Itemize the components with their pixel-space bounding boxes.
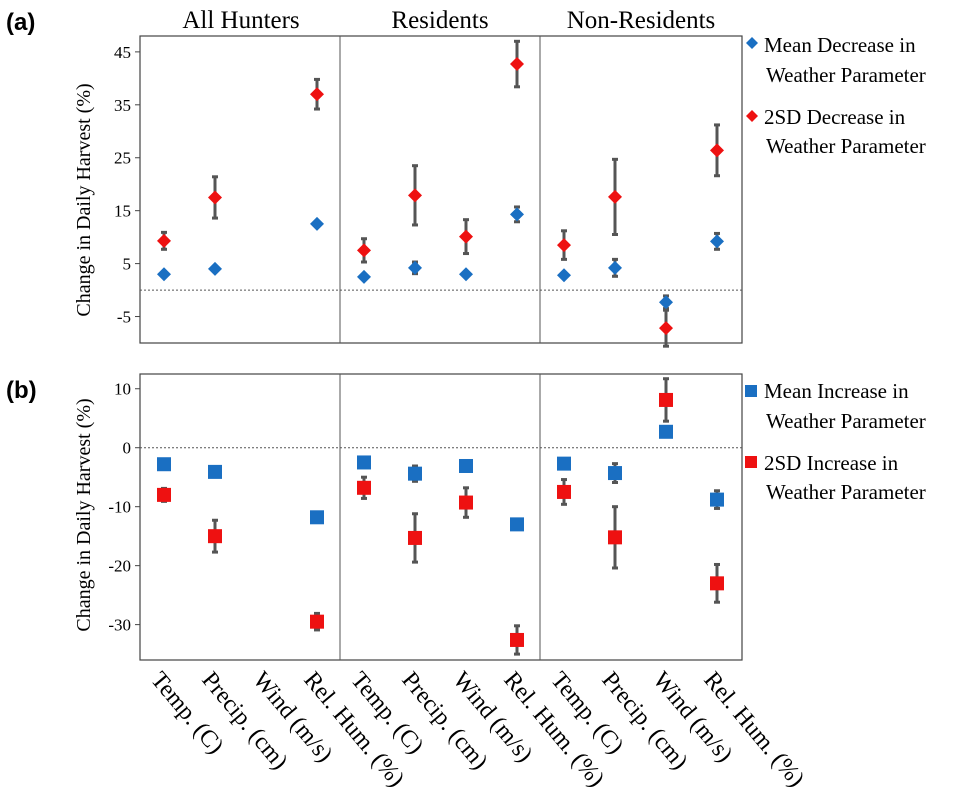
legend-b-2sd-square-marker — [745, 456, 757, 468]
y-axis-label-a: Change in Daily Harvest (%) — [73, 83, 95, 316]
legend-a-2sd-line2: Weather Parameter — [766, 134, 926, 158]
mean-point-marker — [310, 216, 324, 231]
legend-a: Mean Decrease in Weather Parameter 2SD D… — [746, 33, 926, 158]
mean-point-marker — [408, 466, 422, 481]
y-tick-label: 35 — [114, 96, 131, 115]
mean-point-marker — [157, 267, 171, 282]
legend-a-mean-diamond-marker — [746, 37, 758, 49]
two-sd-point-marker — [510, 57, 524, 72]
mean-point-marker — [659, 295, 673, 310]
y-axis-label-b: Change in Daily Harvest (%) — [73, 398, 95, 631]
two-sd-point-marker — [710, 143, 724, 158]
two-sd-point-marker — [608, 189, 622, 204]
legend-a-mean-line1: Mean Decrease in — [764, 33, 916, 57]
two-sd-point-marker — [459, 495, 473, 510]
mean-point-marker — [510, 517, 524, 532]
two-sd-point-marker — [408, 188, 422, 203]
mean-point-marker — [608, 466, 622, 481]
plot-frame-a — [139, 35, 743, 344]
mean-point-marker — [459, 267, 473, 282]
two-sd-point-marker — [408, 530, 422, 545]
group-title-all-hunters: All Hunters — [182, 7, 299, 34]
y-tick-label: -20 — [108, 557, 131, 576]
mean-point-marker — [157, 457, 171, 472]
two-sd-point-marker — [157, 487, 171, 502]
y-ticks-a: 45 35 25 15 5 -5 — [114, 43, 140, 327]
mean-point-marker — [459, 458, 473, 473]
two-sd-point-marker — [157, 233, 171, 248]
mean-point-marker — [310, 510, 324, 525]
mean-point-marker — [608, 260, 622, 275]
plot-frame-b — [139, 373, 743, 661]
mean-point-marker — [557, 456, 571, 471]
mean-point-marker — [557, 268, 571, 283]
legend-b-2sd-line2: Weather Parameter — [766, 480, 926, 504]
two-sd-point-marker — [557, 238, 571, 253]
x-category-labels: Temp. (C)Precip. (cm)Wind (m/s)Rel. Hum.… — [145, 667, 809, 792]
y-tick-label: -30 — [108, 616, 131, 635]
two-sd-point-marker — [357, 480, 371, 495]
y-tick-label: 45 — [114, 43, 131, 62]
legend-a-2sd-diamond-marker — [746, 110, 758, 122]
y-tick-label: 15 — [114, 202, 131, 221]
legend-b-mean-square-marker — [745, 385, 757, 397]
mean-point-marker — [710, 492, 724, 507]
y-ticks-b: 10 0 -10 -20 -30 — [108, 380, 140, 635]
legend-a-mean-line2: Weather Parameter — [766, 63, 926, 87]
legend-b-mean-line2: Weather Parameter — [766, 409, 926, 433]
two-sd-point-marker — [208, 529, 222, 544]
mean-point-marker — [208, 261, 222, 276]
two-sd-point-marker — [510, 632, 524, 647]
mean-point-marker — [710, 234, 724, 249]
mean-point-marker — [408, 260, 422, 275]
panel-b: (b) Change in Daily Harvest (%) 10 0 -10 -2… — [6, 373, 926, 661]
two-sd-point-marker — [659, 392, 673, 407]
legend-b-mean-line1: Mean Increase in — [764, 379, 909, 403]
group-title-non-residents: Non-Residents — [567, 7, 716, 34]
legend-a-2sd-line1: 2SD Decrease in — [764, 105, 906, 129]
y-tick-label: -10 — [108, 498, 131, 517]
panel-a: (a) All Hunters Residents Non-Residents … — [6, 7, 926, 348]
data-marks-b — [157, 377, 724, 656]
mean-point-marker — [357, 455, 371, 470]
group-title-residents: Residents — [391, 7, 488, 34]
two-sd-point-marker — [310, 614, 324, 629]
y-tick-label: 25 — [114, 149, 131, 168]
two-sd-point-marker — [459, 229, 473, 244]
panel-b-label: (b) — [6, 377, 37, 404]
mean-point-marker — [208, 464, 222, 479]
panel-a-label: (a) — [6, 9, 35, 36]
data-marks-a — [157, 39, 724, 348]
y-tick-label: 10 — [114, 380, 131, 399]
y-tick-label: 5 — [123, 255, 132, 274]
two-sd-point-marker — [310, 87, 324, 102]
legend-b-2sd-line1: 2SD Increase in — [764, 451, 899, 475]
two-sd-point-marker — [208, 190, 222, 205]
mean-point-marker — [659, 424, 673, 439]
y-tick-label: 0 — [123, 439, 132, 458]
mean-point-marker — [510, 207, 524, 222]
two-sd-point-marker — [710, 576, 724, 591]
legend-b: Mean Increase in Weather Parameter 2SD I… — [745, 379, 926, 504]
two-sd-point-marker — [608, 530, 622, 545]
two-sd-point-marker — [357, 243, 371, 258]
two-sd-point-marker — [557, 484, 571, 499]
y-tick-label: -5 — [117, 308, 131, 327]
two-sd-point-marker — [659, 321, 673, 336]
mean-point-marker — [357, 269, 371, 284]
